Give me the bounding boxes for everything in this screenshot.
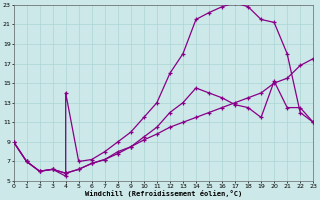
X-axis label: Windchill (Refroidissement éolien,°C): Windchill (Refroidissement éolien,°C)	[85, 190, 242, 197]
